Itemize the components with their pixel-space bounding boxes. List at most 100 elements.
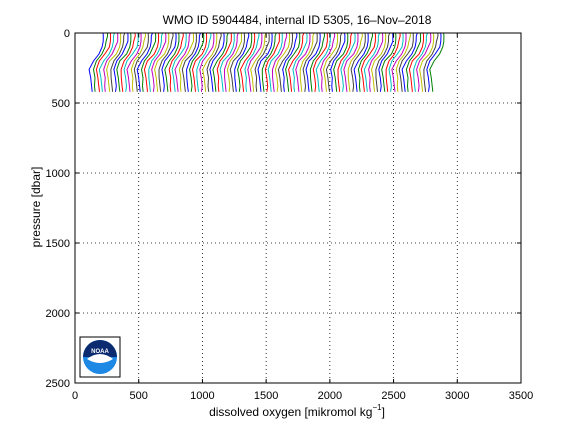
oxygen-profile-line [325, 32, 343, 92]
oxygen-profile-line [191, 32, 208, 92]
logo-text: NOAA [91, 349, 109, 355]
oxygen-profile-line [395, 32, 411, 92]
oxygen-profile-line [250, 32, 267, 92]
noaa-logo: NOAA [79, 336, 121, 378]
plot-area [75, 33, 521, 383]
oxygen-profile-line [305, 32, 321, 92]
oxygen-profile-line [416, 32, 432, 92]
oxygen-profile-line [288, 32, 305, 92]
oxygen-profile-line [123, 32, 139, 92]
oxygen-profile-line [171, 32, 187, 92]
oxygen-profile-line [158, 32, 174, 92]
oxygen-profile-line [350, 32, 366, 92]
logo-upper-half [83, 340, 117, 361]
oxygen-profile-line [130, 32, 147, 92]
x-tick-label: 1000 [190, 390, 214, 402]
oxygen-profile-line [164, 32, 180, 92]
oxygen-profile-line [398, 32, 414, 92]
x-tick-label: 0 [72, 390, 78, 402]
oxygen-profile-line [309, 32, 326, 92]
oxygen-profile-line [234, 32, 250, 92]
oxygen-profile-line [219, 32, 235, 92]
oxygen-profile-line [154, 32, 170, 92]
oxygen-profile-line [174, 32, 191, 92]
oxygen-profile-line [216, 32, 232, 92]
oxygen-profile-line [378, 32, 394, 92]
x-axis-label: dissolved oxygen [mikromol kg−1] [209, 403, 385, 419]
oxygen-profile-line [370, 32, 387, 92]
x-axis-label-exponent: −1 [372, 403, 382, 412]
oxygen-profile-line [239, 32, 256, 92]
oxygen-profile-line [261, 32, 277, 92]
oxygen-profile-line [254, 32, 270, 92]
oxygen-profile-line [277, 32, 294, 92]
oxygen-profile-line [299, 32, 315, 92]
oxygen-profile-line [181, 32, 197, 92]
oxygen-profile-line [168, 32, 184, 92]
oxygen-profile-line [151, 32, 167, 92]
oxygen-profile-line [330, 32, 346, 92]
oxygen-profile-line [322, 32, 339, 92]
oxygen-profile-line [199, 32, 215, 92]
logo-bird-icon [87, 354, 113, 363]
y-tick-label: 2000 [46, 308, 70, 320]
oxygen-profile-line [106, 32, 122, 92]
oxygen-profile-line [271, 32, 288, 92]
oxygen-profile-line [295, 32, 311, 92]
oxygen-profile-line [110, 32, 126, 92]
profile-series-group [88, 32, 445, 92]
x-tick-label: 1500 [254, 390, 278, 402]
oxygen-profile-line [337, 32, 353, 92]
oxygen-profile-line [244, 32, 260, 92]
oxygen-profile-line [357, 32, 374, 92]
oxygen-profile-line [267, 32, 283, 92]
y-tick-label: 2500 [46, 378, 70, 390]
oxygen-profile-line [196, 32, 212, 92]
oxygen-profile-line [126, 32, 142, 92]
oxygen-profile-line [264, 32, 280, 92]
y-tick-label: 500 [52, 98, 70, 110]
oxygen-profile-line [347, 32, 363, 92]
oxygen-profile-line [320, 32, 336, 92]
x-axis-label-end: ] [382, 405, 385, 419]
oxygen-profile-line [282, 32, 298, 92]
x-tick-label: 500 [130, 390, 148, 402]
oxygen-profile-line [189, 32, 205, 92]
oxygen-profile-line [413, 32, 429, 92]
oxygen-profile-line [120, 32, 136, 92]
oxygen-profile-line [292, 32, 308, 92]
oxygen-profile-line [247, 32, 263, 92]
oxygen-profile-line [133, 32, 149, 92]
oxygen-profile-line [161, 32, 177, 92]
y-tick-label: 1000 [46, 168, 70, 180]
x-axis-label-main: dissolved oxygen [mikromol kg [209, 405, 372, 419]
y-tick-label: 0 [64, 28, 70, 40]
oxygen-profile-line [143, 32, 160, 92]
oxygen-profile-line [312, 32, 328, 92]
oxygen-profile-line [212, 32, 229, 92]
oxygen-profile-line [385, 32, 401, 92]
oxygen-profile-line [426, 32, 442, 92]
oxygen-profile-line [423, 32, 439, 92]
oxygen-profile-line [140, 32, 157, 92]
oxygen-profile-line [113, 32, 129, 92]
oxygen-profile-line [429, 32, 445, 92]
oxygen-profile-line [206, 32, 222, 92]
oxygen-profile-line [375, 32, 391, 92]
y-axis: 0 500 1000 1500 2000 2500 [46, 28, 521, 390]
x-tick-label: 2000 [318, 390, 342, 402]
oxygen-profile-line [343, 32, 359, 92]
oxygen-profile-line [368, 32, 384, 92]
oxygen-profile-line [223, 32, 239, 92]
oxygen-profile-line [103, 32, 119, 92]
oxygen-profile-line [274, 32, 291, 92]
x-tick-label: 3500 [509, 390, 533, 402]
x-axis: 0 500 1000 1500 2000 2500 3000 3500 [72, 33, 533, 402]
oxygen-profile-line [381, 32, 397, 92]
oxygen-profile-line [257, 32, 273, 92]
oxygen-profile-line [116, 32, 132, 92]
oxygen-profile-line [363, 32, 381, 92]
chart-title: WMO ID 5904484, internal ID 5305, 16–Nov… [163, 13, 432, 27]
oxygen-profile-line [98, 32, 116, 92]
oxygen-profile-line [391, 32, 407, 92]
